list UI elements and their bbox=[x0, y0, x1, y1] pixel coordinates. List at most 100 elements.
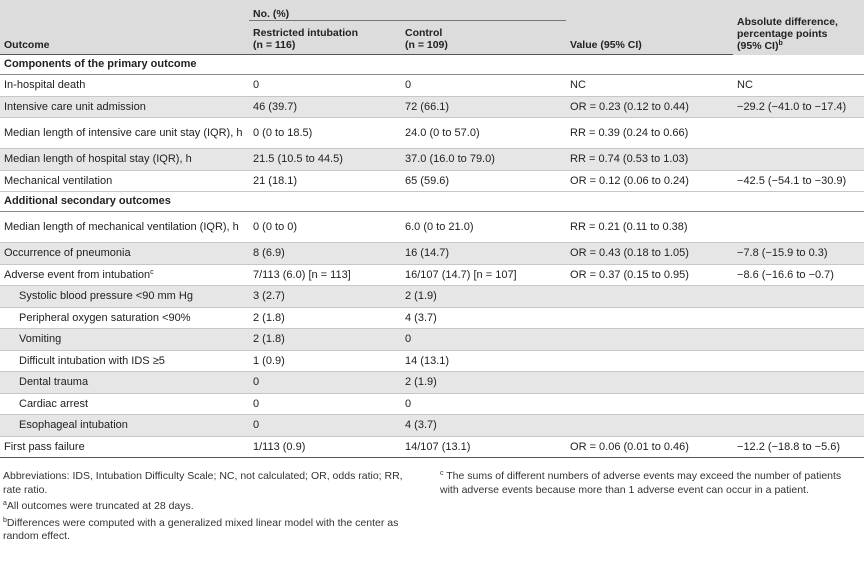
restricted-text: 1 (0.9) bbox=[253, 354, 285, 367]
control-text: 0 bbox=[405, 79, 412, 91]
outcome-text: Difficult intubation with IDS ≥5 bbox=[19, 354, 165, 367]
control-text: 16 (14.7) bbox=[405, 247, 450, 259]
absdiff-text: −7.8 (−15.9 to 0.3) bbox=[737, 247, 828, 259]
cell-restricted: 2 (1.8) bbox=[249, 307, 401, 329]
section-title: Components of the primary outcome bbox=[0, 54, 864, 75]
control-text: 24.0 (0 to 57.0) bbox=[405, 126, 480, 139]
table-row: Difficult intubation with IDS ≥5 1 (0.9) 1… bbox=[0, 350, 864, 372]
restricted-text: 0 bbox=[253, 397, 260, 410]
table-row: In-hospital death 0 0 NC NC bbox=[0, 74, 864, 97]
cell-absdiff bbox=[733, 148, 864, 171]
cell-outcome: Difficult intubation with IDS ≥5 bbox=[0, 350, 249, 372]
cell-value bbox=[566, 350, 734, 372]
cell-control: 0 bbox=[401, 74, 567, 97]
table-row: Intensive care unit admission 46 (39.7) 72… bbox=[0, 96, 864, 118]
control-text: 14 (13.1) bbox=[405, 354, 450, 367]
cell-outcome: Esophageal intubation bbox=[0, 414, 249, 437]
cell-value: OR = 0.37 (0.15 to 0.95) bbox=[566, 264, 734, 286]
header-restricted-line1: Restricted intubation bbox=[253, 27, 359, 39]
cell-value bbox=[566, 371, 734, 394]
table-row: First pass failure 1/113 (0.9) 14/107 (13.… bbox=[0, 436, 864, 458]
table-header: No. (%) Absolute difference, percentage … bbox=[0, 0, 864, 55]
outcome-text: Systolic blood pressure <90 mm Hg bbox=[19, 290, 193, 302]
restricted-text: 2 (1.8) bbox=[253, 333, 285, 345]
cell-absdiff bbox=[733, 393, 864, 415]
header-value: Value (95% CI) bbox=[566, 20, 734, 55]
footnote-c: c The sums of different numbers of adver… bbox=[440, 470, 842, 496]
cell-restricted: 3 (2.7) bbox=[249, 285, 401, 308]
value-text: RR = 0.74 (0.53 to 1.03) bbox=[570, 153, 689, 165]
restricted-text: 46 (39.7) bbox=[253, 100, 298, 113]
control-text: 65 (59.6) bbox=[405, 174, 450, 187]
value-text: OR = 0.43 (0.18 to 1.05) bbox=[570, 247, 689, 259]
restricted-text: 0 bbox=[253, 79, 260, 91]
restricted-text: 7/113 (6.0) [n = 113] bbox=[253, 268, 351, 281]
cell-outcome: Median length of mechanical ventilation … bbox=[0, 211, 249, 243]
control-text: 14/107 (13.1) bbox=[405, 440, 471, 453]
restricted-text: 0 bbox=[253, 376, 260, 388]
control-text: 6.0 (0 to 21.0) bbox=[405, 220, 474, 233]
cell-value: OR = 0.12 (0.06 to 0.24) bbox=[566, 170, 734, 192]
cell-restricted: 0 (0 to 0) bbox=[249, 211, 401, 243]
cell-outcome: Mechanical ventilation bbox=[0, 170, 249, 192]
cell-restricted: 0 bbox=[249, 371, 401, 394]
header-no-pct: No. (%) bbox=[249, 0, 567, 21]
restricted-text: 21.5 (10.5 to 44.5) bbox=[253, 153, 343, 165]
cell-restricted: 21.5 (10.5 to 44.5) bbox=[249, 148, 401, 171]
cell-outcome: Systolic blood pressure <90 mm Hg bbox=[0, 285, 249, 308]
cell-value: RR = 0.74 (0.53 to 1.03) bbox=[566, 148, 734, 171]
cell-value bbox=[566, 328, 734, 351]
outcome-text: Peripheral oxygen saturation <90% bbox=[19, 311, 191, 324]
section-header-row: Components of the primary outcome bbox=[0, 54, 864, 75]
cell-outcome: In-hospital death bbox=[0, 74, 249, 97]
section-header-row: Additional secondary outcomes bbox=[0, 191, 864, 212]
cell-control: 72 (66.1) bbox=[401, 96, 567, 118]
absdiff-text: −29.2 (−41.0 to −17.4) bbox=[737, 100, 847, 113]
cell-control: 37.0 (16.0 to 79.0) bbox=[401, 148, 567, 171]
restricted-text: 1/113 (0.9) bbox=[253, 440, 306, 453]
cell-absdiff bbox=[733, 117, 864, 149]
outcome-text: Adverse event from intubation bbox=[4, 268, 151, 281]
outcome-text: Occurrence of pneumonia bbox=[4, 247, 131, 259]
control-text: 37.0 (16.0 to 79.0) bbox=[405, 153, 495, 165]
outcome-text: First pass failure bbox=[4, 440, 85, 453]
cell-restricted: 0 (0 to 18.5) bbox=[249, 117, 401, 149]
footnote-ref-b: b bbox=[778, 39, 783, 47]
control-text: 0 bbox=[405, 333, 412, 345]
value-text: OR = 0.06 (0.01 to 0.46) bbox=[570, 440, 689, 453]
results-table: No. (%) Absolute difference, percentage … bbox=[0, 0, 864, 458]
cell-control: 4 (3.7) bbox=[401, 307, 567, 329]
cell-outcome: First pass failure bbox=[0, 436, 249, 458]
cell-absdiff: −8.6 (−16.6 to −0.7) bbox=[733, 264, 864, 286]
cell-restricted: 8 (6.9) bbox=[249, 242, 401, 265]
footnote-b: bDifferences were computed with a genera… bbox=[3, 516, 399, 543]
header-absdiff-line3: (95% CI) bbox=[737, 39, 779, 52]
cell-value bbox=[566, 285, 734, 308]
cell-restricted: 1/113 (0.9) bbox=[249, 436, 401, 458]
header-absdiff-line2: percentage points bbox=[737, 27, 828, 40]
cell-value: NC bbox=[566, 74, 734, 97]
cell-absdiff bbox=[733, 350, 864, 372]
cell-control: 6.0 (0 to 21.0) bbox=[401, 211, 567, 243]
cell-control: 14/107 (13.1) bbox=[401, 436, 567, 458]
restricted-text: 21 (18.1) bbox=[253, 174, 298, 187]
cell-absdiff bbox=[733, 328, 864, 351]
header-restricted-line2: (n = 116) bbox=[253, 39, 296, 51]
header-absdiff-line1: Absolute difference, bbox=[737, 15, 838, 28]
table-row: Dental trauma 0 2 (1.9) bbox=[0, 371, 864, 394]
cell-value: RR = 0.21 (0.11 to 0.38) bbox=[566, 211, 734, 243]
cell-outcome: Peripheral oxygen saturation <90% bbox=[0, 307, 249, 329]
cell-value: OR = 0.23 (0.12 to 0.44) bbox=[566, 96, 734, 118]
restricted-text: 2 (1.8) bbox=[253, 311, 285, 324]
cell-outcome: Adverse event from intubationc bbox=[0, 264, 249, 286]
header-control-line2: (n = 109) bbox=[405, 39, 448, 51]
control-text: 2 (1.9) bbox=[405, 290, 437, 302]
cell-control: 4 (3.7) bbox=[401, 414, 567, 437]
cell-control: 14 (13.1) bbox=[401, 350, 567, 372]
header-absolute-difference: Absolute difference, percentage points (… bbox=[733, 0, 864, 55]
cell-value: OR = 0.06 (0.01 to 0.46) bbox=[566, 436, 734, 458]
outcome-text: Mechanical ventilation bbox=[4, 174, 113, 187]
cell-control: 65 (59.6) bbox=[401, 170, 567, 192]
header-control-line1: Control bbox=[405, 27, 443, 39]
footnote-abbreviations: Abbreviations: IDS, Intubation Difficult… bbox=[3, 470, 403, 496]
